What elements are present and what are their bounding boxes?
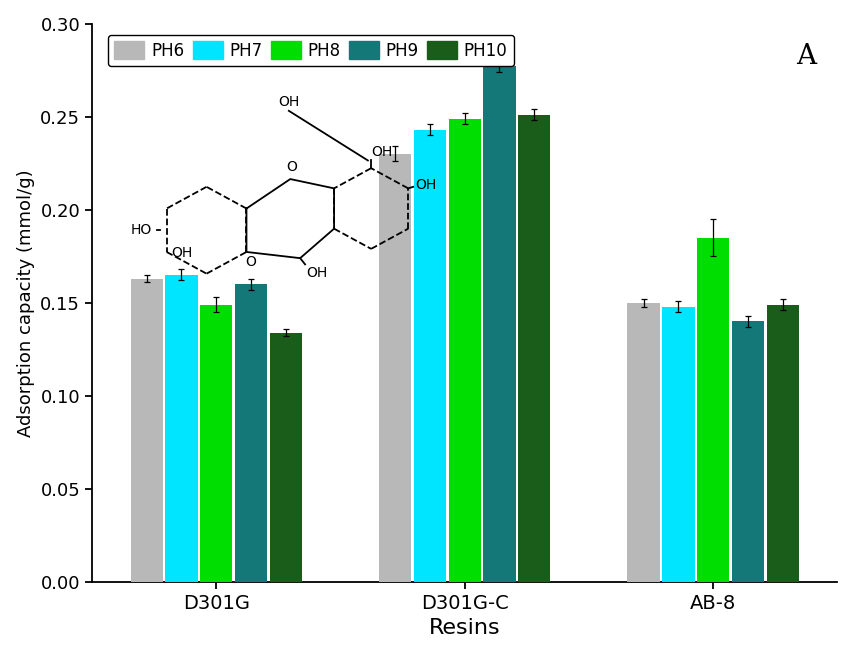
- Bar: [766, 305, 798, 582]
- Bar: [270, 333, 302, 582]
- Bar: [627, 303, 659, 582]
- Y-axis label: Adsorption capacity (mmol/g): Adsorption capacity (mmol/g): [17, 169, 35, 437]
- Bar: [661, 307, 693, 582]
- Bar: [448, 119, 480, 582]
- Text: OH: OH: [171, 246, 192, 260]
- Bar: [518, 115, 550, 582]
- Bar: [413, 130, 445, 582]
- X-axis label: Resins: Resins: [428, 618, 500, 639]
- Bar: [131, 278, 163, 582]
- Bar: [731, 322, 763, 582]
- Text: O: O: [246, 255, 256, 269]
- Text: A: A: [795, 43, 815, 70]
- Bar: [696, 238, 728, 582]
- Bar: [483, 66, 515, 582]
- Bar: [165, 275, 197, 582]
- Bar: [235, 284, 267, 582]
- Bar: [200, 305, 232, 582]
- Bar: [379, 154, 411, 582]
- Legend: PH6, PH7, PH8, PH9, PH10: PH6, PH7, PH8, PH9, PH10: [107, 35, 514, 66]
